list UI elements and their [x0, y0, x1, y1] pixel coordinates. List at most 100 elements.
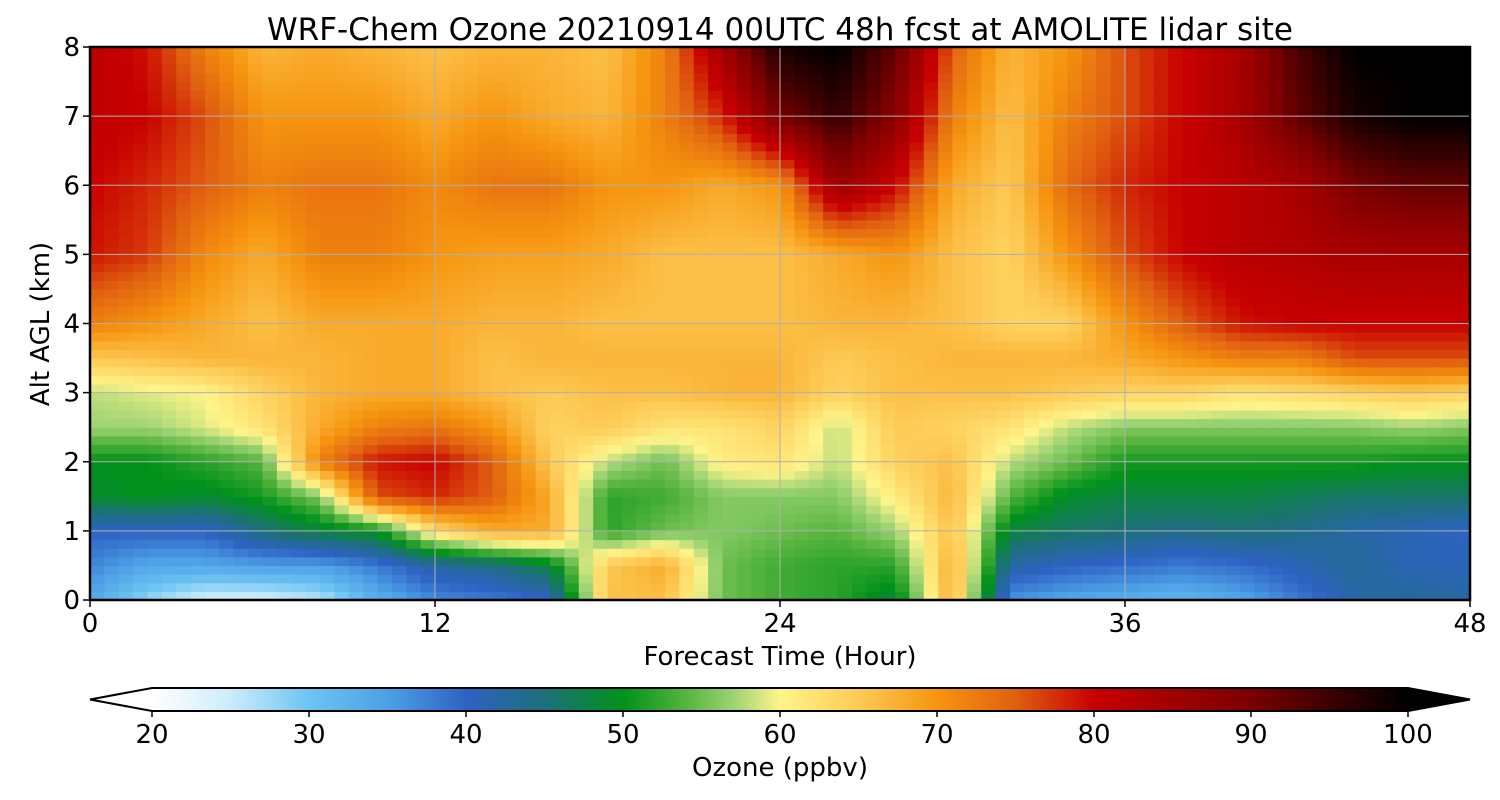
heatmap-cell — [708, 323, 724, 333]
heatmap-cell — [1081, 237, 1097, 247]
heatmap-cell — [1398, 427, 1414, 437]
heatmap-cell — [823, 530, 839, 541]
heatmap-cell — [722, 565, 738, 575]
heatmap-cell — [1283, 332, 1299, 342]
heatmap-cell — [291, 167, 307, 178]
heatmap-cell — [1225, 245, 1241, 255]
heatmap-cell — [1455, 401, 1470, 411]
heatmap-cell — [262, 470, 278, 480]
heatmap-cell — [1211, 288, 1227, 299]
heatmap-cell — [736, 245, 752, 255]
heatmap-cell — [1383, 444, 1399, 454]
heatmap-cell — [320, 150, 335, 160]
heatmap-cell — [348, 383, 364, 394]
heatmap-cell — [248, 375, 264, 385]
heatmap-cell — [938, 479, 954, 489]
heatmap-cell — [521, 470, 537, 480]
heatmap-cell — [492, 574, 508, 584]
heatmap-cell — [736, 340, 752, 351]
heatmap-cell — [1426, 392, 1442, 402]
heatmap-cell — [636, 297, 652, 307]
heatmap-cell — [923, 332, 939, 342]
heatmap-cell — [1254, 219, 1270, 230]
heatmap-cell — [305, 574, 321, 584]
heatmap-cell — [406, 202, 422, 212]
heatmap-cell — [1139, 513, 1155, 523]
heatmap-cell — [363, 185, 379, 195]
heatmap-cell — [1283, 383, 1299, 394]
heatmap-cell — [1053, 556, 1069, 567]
heatmap-cell — [1254, 288, 1270, 299]
heatmap-cell — [1340, 556, 1356, 567]
heatmap-cell — [521, 254, 537, 264]
heatmap-cell — [1240, 470, 1255, 480]
heatmap-cell — [363, 358, 379, 368]
heatmap-cell — [1326, 288, 1342, 299]
heatmap-cell — [722, 254, 738, 264]
heatmap-cell — [1225, 435, 1241, 446]
heatmap-cell — [406, 366, 422, 376]
heatmap-cell — [1240, 340, 1255, 351]
heatmap-cell — [665, 479, 680, 489]
heatmap-cell — [952, 487, 968, 497]
heatmap-cell — [176, 383, 192, 394]
heatmap-cell — [363, 271, 379, 281]
heatmap-cell — [966, 548, 982, 558]
heatmap-cell — [147, 392, 163, 402]
heatmap-cell — [1383, 228, 1399, 238]
heatmap-cell — [276, 504, 292, 515]
heatmap-cell — [1254, 496, 1270, 506]
heatmap-cell — [895, 358, 910, 368]
heatmap-cell — [780, 522, 795, 532]
heatmap-cell — [1426, 530, 1442, 541]
heatmap-cell — [851, 202, 867, 212]
heatmap-cell — [1182, 323, 1198, 333]
heatmap-cell — [1153, 349, 1169, 359]
heatmap-cell — [1125, 314, 1140, 325]
heatmap-cell — [190, 176, 206, 186]
heatmap-cell — [348, 254, 364, 264]
heatmap-cell — [1326, 366, 1342, 376]
heatmap-cell — [722, 323, 738, 333]
heatmap-cell — [535, 306, 551, 316]
heatmap-cell — [133, 159, 149, 169]
heatmap-cell — [780, 280, 795, 290]
heatmap-cell — [1398, 444, 1414, 454]
heatmap-cell — [90, 556, 105, 567]
heatmap-cell — [1398, 366, 1414, 376]
heatmap-cell — [895, 582, 910, 592]
heatmap-cell — [478, 167, 494, 178]
heatmap-cell — [1196, 453, 1212, 463]
heatmap-cell — [966, 211, 982, 221]
heatmap-cell — [1225, 237, 1241, 247]
heatmap-cell — [1426, 539, 1442, 549]
heatmap-cell — [780, 453, 795, 463]
heatmap-cell — [780, 530, 795, 541]
heatmap-cell — [966, 375, 982, 385]
heatmap-cell — [276, 530, 292, 541]
heatmap-cell — [909, 591, 925, 600]
heatmap-cell — [348, 522, 364, 532]
heatmap-cell — [118, 288, 134, 299]
heatmap-cell — [1110, 237, 1126, 247]
heatmap-cell — [449, 228, 465, 238]
heatmap-cell — [1340, 591, 1356, 600]
heatmap-cell — [1369, 383, 1385, 394]
heatmap-cell — [708, 297, 724, 307]
heatmap-cell — [118, 219, 134, 230]
heatmap-cell — [391, 185, 407, 195]
heatmap-cell — [1211, 202, 1227, 212]
heatmap-cell — [780, 513, 795, 523]
heatmap-cell — [219, 487, 235, 497]
heatmap-cell — [966, 435, 982, 446]
heatmap-cell — [751, 418, 767, 428]
heatmap-cell — [1283, 228, 1299, 238]
heatmap-cell — [334, 314, 350, 325]
heatmap-cell — [1268, 565, 1284, 575]
heatmap-cell — [435, 539, 450, 549]
heatmap-cell — [780, 340, 795, 351]
heatmap-cell — [1096, 418, 1112, 428]
heatmap-cell — [722, 332, 738, 342]
heatmap-cell — [1369, 418, 1385, 428]
heatmap-cell — [823, 444, 839, 454]
